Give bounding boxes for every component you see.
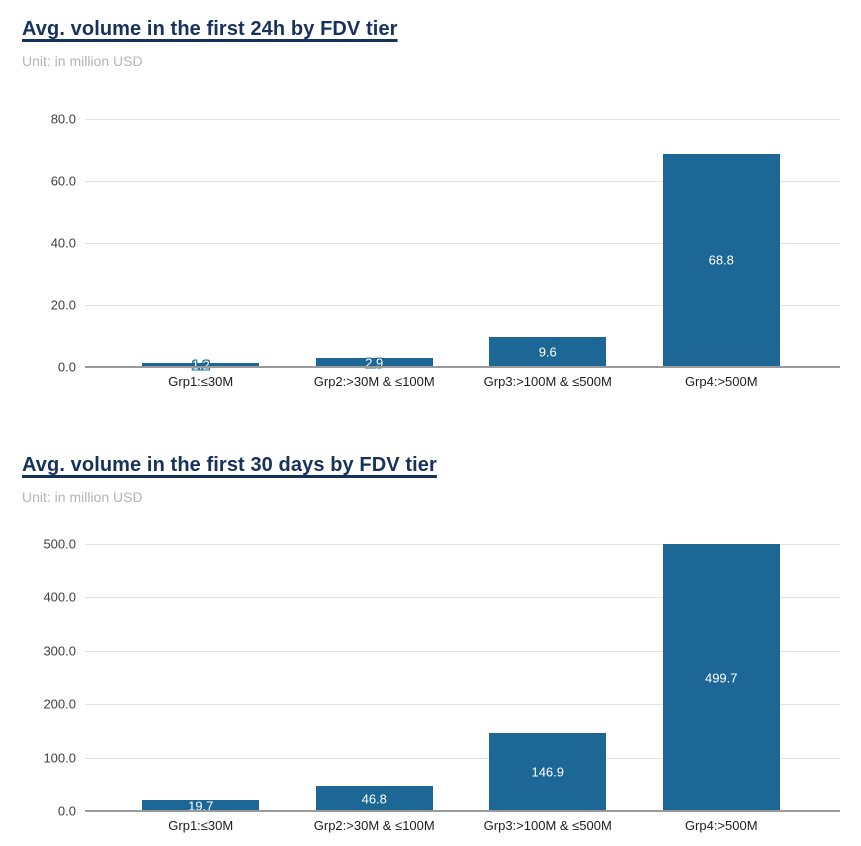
gridline bbox=[85, 544, 840, 545]
bar-value-label: 1.2 bbox=[192, 358, 210, 373]
x-axis-category-label: Grp4:>500M bbox=[684, 374, 758, 389]
bar-value-label: 9.6 bbox=[538, 344, 557, 360]
y-axis-tick-label: 100.0 bbox=[43, 750, 76, 766]
x-axis-category-label: Grp2:>30M & ≤100M bbox=[313, 374, 435, 389]
bar-value-label: 46.8 bbox=[361, 791, 387, 806]
avg-volume-30d-chart-section: Avg. volume in the first 30 days by FDV … bbox=[22, 453, 840, 834]
bars-container: 19.7 46.8 146.9 499.7 bbox=[114, 544, 809, 814]
bar-2[interactable]: 46.8 bbox=[315, 786, 433, 811]
bar-slot: 46.8 bbox=[288, 544, 462, 811]
gridline bbox=[85, 119, 840, 120]
y-axis-tick-label: 0.0 bbox=[57, 803, 76, 819]
x-axis-line bbox=[85, 810, 840, 812]
bar-3[interactable]: 146.9 bbox=[489, 732, 607, 811]
x-axis-category-label: Grp2:>30M & ≤100M bbox=[313, 818, 435, 833]
bar-slot: 499.7 bbox=[635, 544, 809, 811]
gridline bbox=[85, 305, 840, 306]
y-axis-tick-label: 0.0 bbox=[57, 359, 76, 375]
bar-value-label: 68.8 bbox=[708, 252, 734, 268]
bar-4[interactable]: 68.8 bbox=[662, 153, 780, 367]
bar-value-label: 146.9 bbox=[531, 764, 565, 780]
bars-container: 1.22.99.668.8 bbox=[114, 119, 809, 373]
gridline bbox=[85, 181, 840, 182]
bar-slot: 1.2 bbox=[114, 119, 288, 373]
bar-3[interactable]: 9.6 bbox=[489, 337, 607, 367]
y-axis-tick-label: 300.0 bbox=[43, 643, 76, 659]
y-axis-tick-label: 80.0 bbox=[50, 111, 76, 127]
bar-value-label: 499.7 bbox=[704, 670, 738, 686]
gridline bbox=[85, 243, 840, 244]
x-axis-category-labels: Grp1:≤30M Grp2:>30M & ≤100M Grp3:>100M & ≤… bbox=[85, 374, 840, 390]
bar-slot: 146.9 bbox=[461, 544, 635, 811]
gridline bbox=[85, 757, 840, 759]
x-axis-category-label: Grp3:>100M & ≤500M bbox=[483, 818, 612, 833]
y-axis-tick-label: 20.0 bbox=[50, 297, 76, 313]
x-axis-category-label: Grp1:≤30M bbox=[168, 818, 234, 833]
x-axis-category-label: Grp1:≤30M bbox=[168, 374, 234, 389]
bar-value-label: 19.7 bbox=[188, 798, 214, 814]
chart-title-30d: Avg. volume in the first 30 days by FDV … bbox=[22, 454, 437, 476]
x-axis-category-labels: Grp1:≤30M Grp2:>30M & ≤100M Grp3:>100M & ≤… bbox=[85, 818, 840, 834]
y-axis-tick-label: 200.0 bbox=[43, 696, 76, 712]
x-axis-line bbox=[85, 366, 840, 368]
y-axis-tick-label: 60.0 bbox=[50, 173, 76, 189]
bar-chart-24h-plot-area: 1.22.99.668.8 0.020.040.060.080.0 bbox=[51, 112, 840, 375]
bar-slot: 19.7 bbox=[114, 544, 288, 814]
bar-slot: 9.6 bbox=[461, 119, 635, 367]
y-axis-tick-label: 500.0 bbox=[43, 536, 76, 552]
gridline bbox=[85, 597, 840, 599]
bar-slot: 68.8 bbox=[635, 119, 809, 367]
gridline bbox=[85, 650, 840, 652]
bar-1[interactable]: 1.2 bbox=[142, 358, 260, 373]
x-axis-category-label: Grp4:>500M bbox=[684, 818, 758, 833]
bar-chart-30d-plot-area: 19.7 46.8 146.9 499.7 0.0 100.0 200.0 300.0 400… bbox=[43, 537, 840, 819]
bar-1[interactable]: 19.7 bbox=[142, 798, 260, 814]
bar-4[interactable]: 499.7 bbox=[662, 544, 780, 811]
y-axis-tick-label: 400.0 bbox=[43, 589, 76, 605]
avg-volume-24h-chart-section: Avg. volume in the first 24h by FDV tier… bbox=[22, 17, 840, 390]
y-axis-tick-label: 40.0 bbox=[50, 235, 76, 251]
gridline bbox=[85, 704, 840, 706]
chart-subtitle-unit: Unit: in million USD bbox=[22, 53, 143, 69]
chart-subtitle-unit: Unit: in million USD bbox=[22, 489, 143, 505]
x-axis-category-label: Grp3:>100M & ≤500M bbox=[483, 374, 612, 389]
chart-title-24h: Avg. volume in the first 24h by FDV tier bbox=[22, 18, 398, 40]
